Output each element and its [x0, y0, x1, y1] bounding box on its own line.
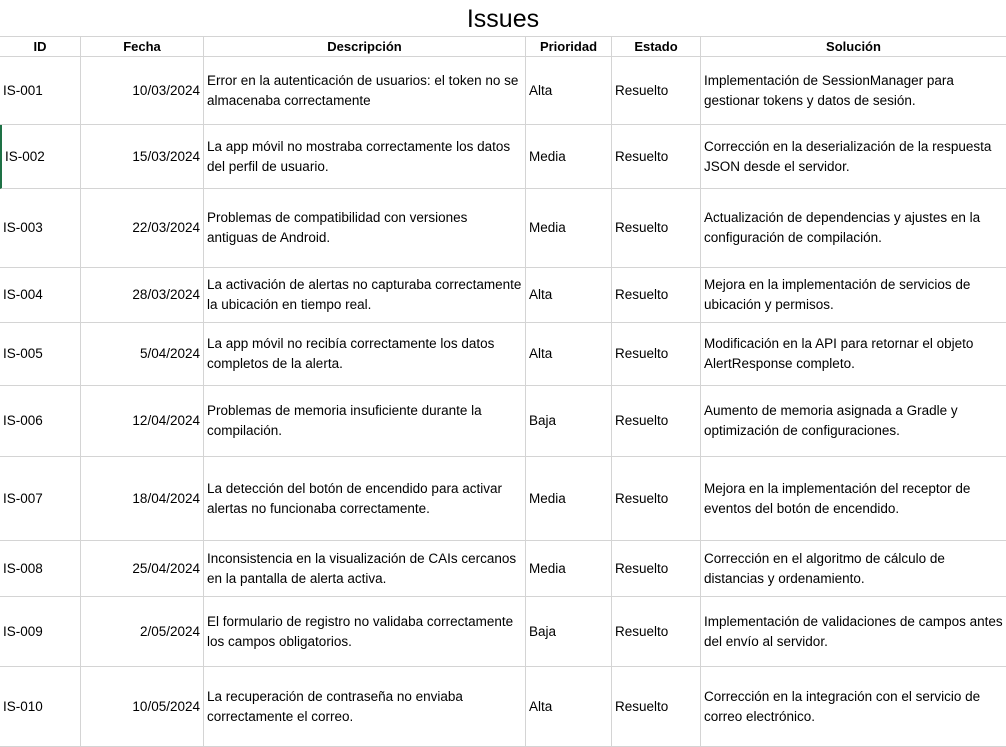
cell-estado[interactable]: Resuelto [612, 541, 701, 597]
cell-prioridad[interactable]: Alta [526, 268, 612, 323]
header-solucion[interactable]: Solución [701, 36, 1006, 57]
cell-prioridad[interactable]: Media [526, 189, 612, 268]
cell-id[interactable]: IS-003 [0, 189, 81, 268]
cell-fecha[interactable]: 10/05/2024 [81, 667, 204, 747]
cell-id[interactable]: IS-007 [0, 457, 81, 541]
cell-estado[interactable]: Resuelto [612, 323, 701, 386]
cell-descripcion[interactable]: Problemas de memoria insuficiente durant… [204, 386, 526, 457]
cell-descripcion[interactable]: La recuperación de contraseña no enviaba… [204, 667, 526, 747]
cell-prioridad[interactable]: Alta [526, 57, 612, 125]
cell-fecha[interactable]: 12/04/2024 [81, 386, 204, 457]
cell-prioridad[interactable]: Media [526, 125, 612, 189]
cell-descripcion[interactable]: La detección del botón de encendido para… [204, 457, 526, 541]
cell-estado[interactable]: Resuelto [612, 125, 701, 189]
cell-prioridad[interactable]: Media [526, 457, 612, 541]
cell-fecha[interactable]: 22/03/2024 [81, 189, 204, 268]
header-descripcion[interactable]: Descripción [204, 36, 526, 57]
header-id[interactable]: ID [0, 36, 81, 57]
cell-descripcion[interactable]: Problemas de compatibilidad con versione… [204, 189, 526, 268]
cell-estado[interactable]: Resuelto [612, 667, 701, 747]
table-row: IS-002 15/03/2024 La app móvil no mostraba… [0, 125, 1006, 189]
table-row: IS-004 28/03/2024 La activación de alertas… [0, 268, 1006, 323]
cell-id[interactable]: IS-008 [0, 541, 81, 597]
table-row: IS-007 18/04/2024 La detección del botón d… [0, 457, 1006, 541]
cell-id[interactable]: IS-010 [0, 667, 81, 747]
table-row: IS-010 10/05/2024 La recuperación de contr… [0, 667, 1006, 747]
table-row: IS-003 22/03/2024 Problemas de compatibili… [0, 189, 1006, 268]
cell-solucion[interactable]: Implementación de SessionManager para ge… [701, 57, 1006, 125]
cell-fecha[interactable]: 18/04/2024 [81, 457, 204, 541]
header-prioridad[interactable]: Prioridad [526, 36, 612, 57]
cell-fecha[interactable]: 28/03/2024 [81, 268, 204, 323]
cell-descripcion[interactable]: La activación de alertas no capturaba co… [204, 268, 526, 323]
header-fecha[interactable]: Fecha [81, 36, 204, 57]
cell-descripcion[interactable]: Inconsistencia en la visualización de CA… [204, 541, 526, 597]
cell-id[interactable]: IS-005 [0, 323, 81, 386]
table-row: IS-005 5/04/2024 La app móvil no recibía c… [0, 323, 1006, 386]
cell-estado[interactable]: Resuelto [612, 57, 701, 125]
cell-solucion[interactable]: Corrección en la integración con el serv… [701, 667, 1006, 747]
cell-estado[interactable]: Resuelto [612, 268, 701, 323]
cell-estado[interactable]: Resuelto [612, 189, 701, 268]
cell-solucion[interactable]: Mejora en la implementación del receptor… [701, 457, 1006, 541]
cell-id[interactable]: IS-002 [0, 125, 81, 189]
cell-fecha[interactable]: 15/03/2024 [81, 125, 204, 189]
cell-descripcion[interactable]: La app móvil no recibía correctamente lo… [204, 323, 526, 386]
cell-descripcion[interactable]: El formulario de registro no validaba co… [204, 597, 526, 667]
cell-fecha[interactable]: 10/03/2024 [81, 57, 204, 125]
cell-solucion[interactable]: Corrección en el algoritmo de cálculo de… [701, 541, 1006, 597]
header-row: ID Fecha Descripción Prioridad Estado So… [0, 36, 1006, 57]
cell-prioridad[interactable]: Alta [526, 323, 612, 386]
cell-estado[interactable]: Resuelto [612, 597, 701, 667]
issues-table: ID Fecha Descripción Prioridad Estado So… [0, 36, 1006, 747]
cell-prioridad[interactable]: Baja [526, 386, 612, 457]
table-row: IS-009 2/05/2024 El formulario de registro… [0, 597, 1006, 667]
cell-id[interactable]: IS-006 [0, 386, 81, 457]
cell-solucion[interactable]: Actualización de dependencias y ajustes … [701, 189, 1006, 268]
cell-fecha[interactable]: 25/04/2024 [81, 541, 204, 597]
cell-estado[interactable]: Resuelto [612, 386, 701, 457]
sheet-title: Issues [466, 5, 540, 33]
table-row: IS-008 25/04/2024 Inconsistencia en la vis… [0, 541, 1006, 597]
table-row: IS-006 12/04/2024 Problemas de memoria ins… [0, 386, 1006, 457]
cell-fecha[interactable]: 5/04/2024 [81, 323, 204, 386]
cell-solucion[interactable]: Implementación de validaciones de campos… [701, 597, 1006, 667]
cell-solucion[interactable]: Corrección en la deserialización de la r… [701, 125, 1006, 189]
cell-prioridad[interactable]: Baja [526, 597, 612, 667]
table-row: IS-001 10/03/2024 Error en la autenticació… [0, 57, 1006, 125]
cell-fecha[interactable]: 2/05/2024 [81, 597, 204, 667]
cell-solucion[interactable]: Aumento de memoria asignada a Gradle y o… [701, 386, 1006, 457]
cell-solucion[interactable]: Mejora en la implementación de servicios… [701, 268, 1006, 323]
cell-id[interactable]: IS-004 [0, 268, 81, 323]
cell-id[interactable]: IS-009 [0, 597, 81, 667]
header-estado[interactable]: Estado [612, 36, 701, 57]
cell-prioridad[interactable]: Media [526, 541, 612, 597]
cell-estado[interactable]: Resuelto [612, 457, 701, 541]
cell-id[interactable]: IS-001 [0, 57, 81, 125]
cell-solucion[interactable]: Modificación en la API para retornar el … [701, 323, 1006, 386]
cell-descripcion[interactable]: La app móvil no mostraba correctamente l… [204, 125, 526, 189]
cell-prioridad[interactable]: Alta [526, 667, 612, 747]
cell-descripcion[interactable]: Error en la autenticación de usuarios: e… [204, 57, 526, 125]
